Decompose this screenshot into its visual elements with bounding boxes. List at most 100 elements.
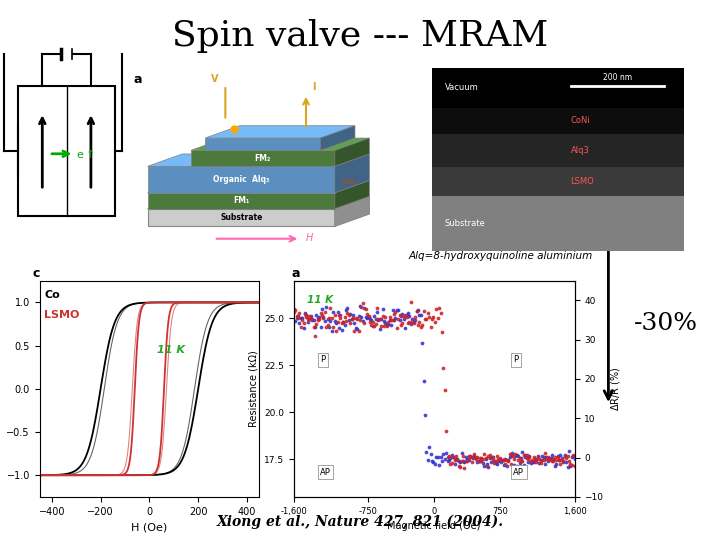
Point (546, 450, 558, 459)
Point (394, 310, 405, 319)
Point (422, 309, 433, 318)
Point (370, 315, 382, 323)
Polygon shape (148, 166, 335, 193)
Point (415, 322, 426, 331)
Point (377, 312, 388, 320)
Point (408, 319, 420, 328)
Point (379, 319, 391, 328)
Point (473, 457, 485, 465)
Point (476, 454, 487, 463)
Point (542, 457, 554, 465)
Point (338, 318, 349, 326)
Point (361, 310, 373, 319)
Point (469, 451, 480, 460)
Point (347, 311, 359, 320)
X-axis label: H (Oe): H (Oe) (131, 522, 168, 532)
Text: Spin valve --- MRAM: Spin valve --- MRAM (172, 19, 548, 53)
Point (398, 313, 410, 321)
Polygon shape (205, 126, 355, 138)
Point (416, 339, 428, 347)
Point (381, 321, 392, 329)
Point (360, 305, 372, 313)
Point (356, 303, 367, 312)
Point (298, 324, 310, 333)
Point (294, 308, 305, 317)
Point (325, 304, 336, 313)
Point (401, 310, 413, 319)
Point (425, 450, 436, 458)
Point (539, 460, 551, 469)
Point (411, 307, 423, 315)
Point (402, 309, 414, 318)
Point (329, 310, 341, 319)
Point (339, 313, 351, 321)
Point (351, 314, 363, 323)
Point (560, 454, 572, 462)
Point (418, 306, 429, 315)
Point (426, 315, 438, 323)
Point (295, 323, 307, 332)
Point (442, 457, 454, 465)
Bar (432, 133, 684, 167)
Point (297, 316, 308, 325)
Point (441, 427, 452, 436)
Point (320, 322, 332, 331)
Point (304, 315, 315, 323)
Point (507, 449, 518, 457)
Point (449, 455, 460, 464)
Point (319, 316, 330, 325)
Point (508, 461, 520, 469)
Point (405, 319, 417, 328)
Point (433, 460, 445, 469)
Point (497, 456, 508, 464)
Point (415, 311, 426, 320)
Text: LSMO: LSMO (45, 310, 80, 320)
Point (494, 456, 505, 464)
Point (466, 453, 477, 462)
Point (554, 451, 566, 460)
Point (336, 326, 348, 334)
Point (449, 460, 460, 468)
Point (534, 455, 545, 463)
Point (310, 311, 322, 320)
Bar (18, 86, 115, 216)
Point (388, 316, 400, 325)
Text: H: H (306, 233, 313, 242)
Text: Organic  Alq₃: Organic Alq₃ (213, 175, 269, 184)
Point (473, 456, 485, 465)
Point (534, 458, 545, 467)
Text: LSMO: LSMO (571, 177, 594, 186)
Point (454, 463, 466, 471)
Point (405, 298, 417, 307)
Point (363, 313, 374, 321)
Point (450, 452, 462, 461)
Point (354, 301, 366, 310)
Point (470, 454, 482, 462)
Point (526, 455, 538, 464)
Point (433, 303, 445, 312)
Point (313, 313, 325, 321)
Point (557, 458, 569, 467)
Point (457, 456, 469, 465)
Point (488, 457, 500, 465)
Point (312, 316, 323, 325)
Point (444, 456, 455, 464)
Point (566, 460, 577, 469)
Point (456, 448, 467, 457)
Point (442, 453, 454, 462)
Point (567, 451, 579, 460)
Point (288, 305, 300, 313)
Point (435, 308, 446, 317)
Point (307, 322, 319, 331)
Point (310, 319, 322, 328)
Point (407, 318, 418, 326)
Text: 11 K: 11 K (157, 345, 185, 355)
Point (504, 450, 516, 458)
Point (505, 460, 517, 468)
Point (467, 454, 479, 462)
Point (526, 458, 538, 467)
Point (484, 454, 495, 462)
Point (525, 459, 536, 468)
Point (423, 442, 435, 451)
Point (460, 456, 472, 465)
